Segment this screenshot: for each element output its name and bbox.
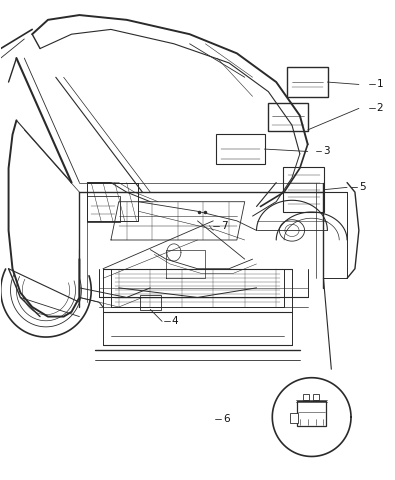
Text: 2: 2 [376,103,383,113]
Text: 1: 1 [376,80,383,89]
FancyBboxPatch shape [287,67,328,97]
FancyBboxPatch shape [283,167,324,212]
FancyBboxPatch shape [140,295,160,310]
Text: 6: 6 [223,414,230,424]
FancyBboxPatch shape [313,394,319,400]
FancyBboxPatch shape [267,103,308,131]
FancyBboxPatch shape [290,413,298,423]
Text: 7: 7 [221,221,228,231]
FancyBboxPatch shape [297,401,326,426]
Text: 3: 3 [324,146,330,156]
FancyBboxPatch shape [216,134,265,164]
Text: 4: 4 [172,316,179,326]
FancyBboxPatch shape [87,196,120,222]
FancyBboxPatch shape [303,394,309,400]
Text: 5: 5 [359,182,365,192]
